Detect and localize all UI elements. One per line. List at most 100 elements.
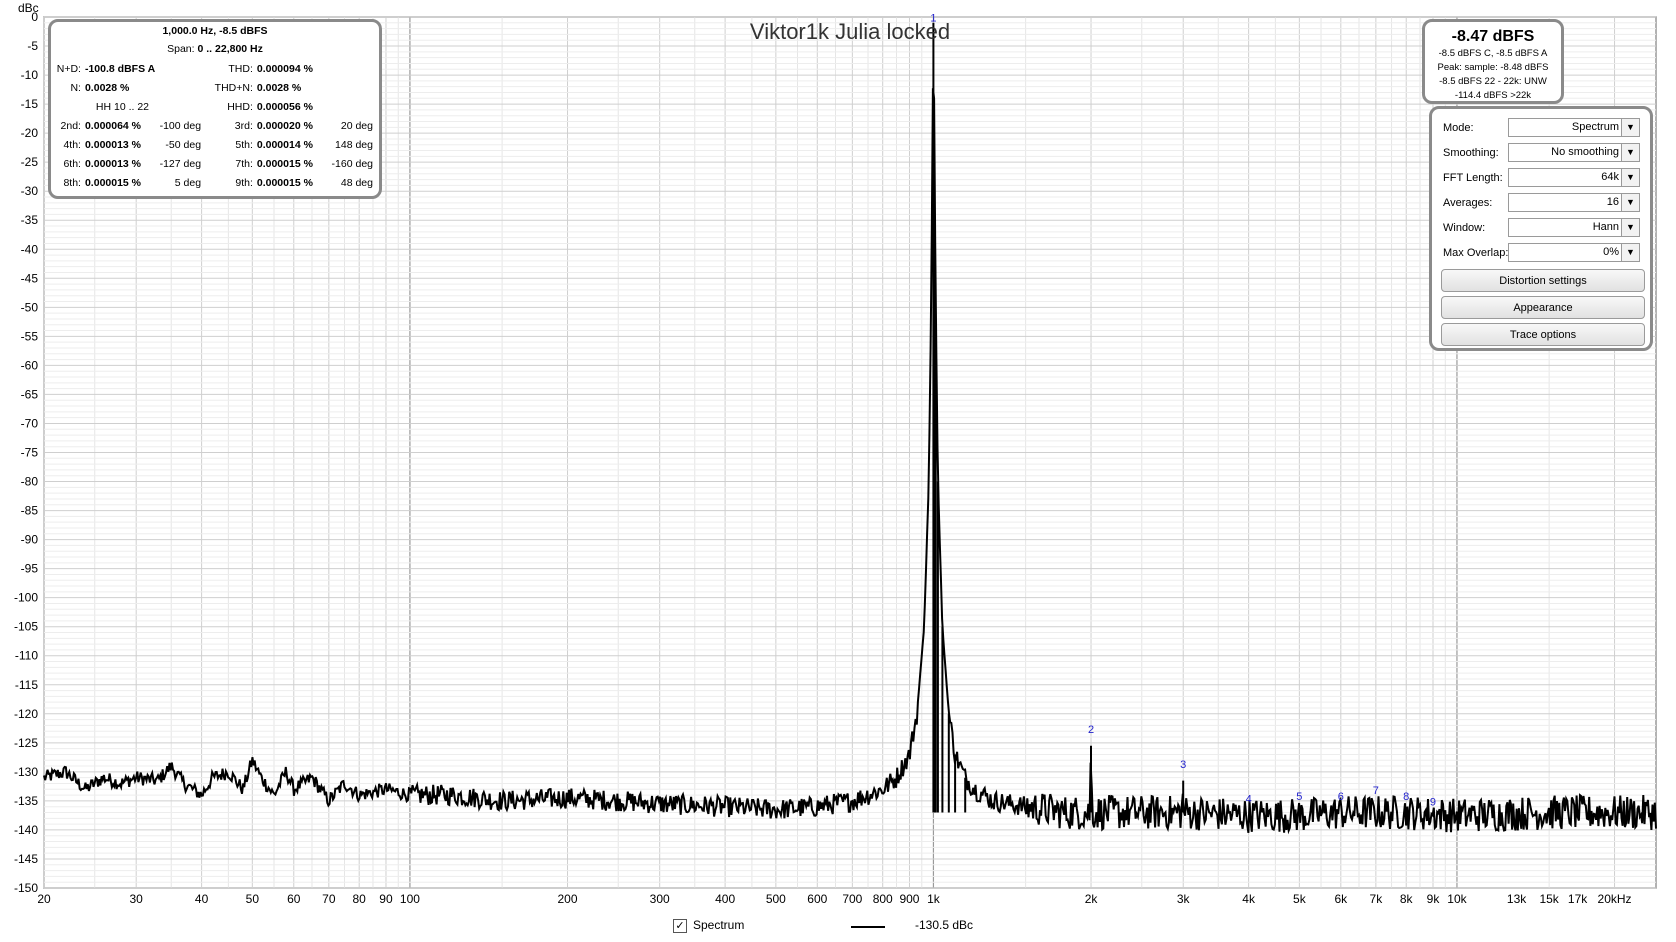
x-tick-label: 70 (322, 892, 336, 906)
hhd-label: HHD: (227, 100, 253, 113)
harmonic-value: 0.000015 % (256, 176, 313, 189)
harmonic-phase: -160 deg (331, 157, 373, 170)
x-tick-label: 9k (1427, 892, 1441, 906)
x-tick-label: 6k (1334, 892, 1348, 906)
span-readout: Span: 0 .. 22,800 Hz (51, 41, 379, 58)
y-axis-unit-label: dBc (18, 1, 39, 15)
smoothing-select[interactable]: No smoothing ▼ (1508, 143, 1640, 162)
spectrum-trace (43, 22, 1657, 835)
mode-select[interactable]: Spectrum ▼ (1508, 118, 1640, 137)
level-band: -8.5 dBFS 22 - 22k: UNW (1439, 76, 1547, 87)
table-row: 2nd: 0.000064 % -100 deg 3rd: 0.000020 %… (51, 116, 379, 135)
y-tick-label: -130 (14, 765, 38, 779)
harmonic-marker-label: 6 (1338, 791, 1344, 803)
harmonic-label: 2nd: (60, 119, 81, 132)
harmonic-value: 0.000015 % (84, 176, 142, 189)
harmonic-marker-label: 9 (1430, 797, 1436, 809)
hh-range-label: HH 10 .. 22 (95, 100, 150, 113)
chevron-down-icon[interactable]: ▼ (1621, 169, 1639, 186)
y-tick-label: -125 (14, 736, 38, 750)
fundamental-readout: 1,000.0 Hz, -8.5 dBFS (162, 25, 268, 37)
harmonic-phase: -50 deg (165, 138, 202, 151)
harmonic-marker-label: 2 (1088, 724, 1094, 736)
chevron-down-icon[interactable]: ▼ (1621, 194, 1639, 211)
window-label: Window: (1443, 222, 1486, 234)
harmonic-marker-label: 4 (1246, 794, 1252, 806)
x-tick-label: 7k (1370, 892, 1384, 906)
y-axis-ticks: 0 -5 -10 -15 -20 -25 -30 -35 -40 -45 -50 -55 -60 -65 -… (14, 10, 38, 895)
table-row: 4th: 0.000013 % -50 deg 5th: 0.000014 % … (51, 135, 379, 154)
thd-value: 0.000094 % (256, 62, 313, 75)
harmonic-label: 4th: (63, 138, 81, 151)
x-tick-label: 50 (246, 892, 260, 906)
span-value: 0 .. 22,800 Hz (197, 43, 263, 55)
thdn-label: THD+N: (214, 81, 253, 94)
x-tick-label: 60 (287, 892, 301, 906)
averages-label: Averages: (1443, 197, 1493, 209)
n-label: N: (70, 81, 81, 94)
level-main-value: -8.47 dBFS (1451, 28, 1535, 45)
max-overlap-label: Max Overlap: (1443, 247, 1509, 259)
harmonic-phase: 48 deg (340, 176, 373, 189)
harmonic-marker-label: 7 (1373, 785, 1379, 797)
y-tick-label: -150 (14, 881, 38, 895)
window-select[interactable]: Hann ▼ (1508, 218, 1640, 237)
x-tick-label: 80 (353, 892, 367, 906)
chevron-down-icon[interactable]: ▼ (1621, 119, 1639, 136)
max-overlap-value: 0% (1603, 246, 1619, 258)
harmonic-marker-label: 5 (1296, 791, 1302, 803)
y-tick-label: -5 (27, 39, 38, 53)
harmonic-markers: 1 2 3 4 5 6 7 8 9 (930, 13, 1436, 809)
y-tick-label: -80 (21, 475, 39, 489)
table-row: 6th: 0.000013 % -127 deg 7th: 0.000015 %… (51, 154, 379, 173)
x-tick-label: 5k (1293, 892, 1307, 906)
harmonic-marker-label: 3 (1180, 759, 1186, 771)
appearance-button[interactable]: Appearance (1441, 296, 1645, 319)
chevron-down-icon[interactable]: ▼ (1621, 219, 1639, 236)
legend-series-label: Spectrum (693, 918, 745, 932)
level-peak: Peak: sample: -8.48 dBFS (1437, 62, 1549, 73)
hhd-value: 0.000056 % (256, 100, 313, 113)
y-tick-label: -90 (21, 533, 39, 547)
max-overlap-select[interactable]: 0% ▼ (1508, 243, 1640, 262)
x-tick-label: 90 (379, 892, 393, 906)
spectrum-checkbox[interactable]: ✓ (673, 919, 687, 933)
table-row: N: 0.0028 % THD+N: 0.0028 % (51, 78, 379, 97)
y-tick-label: -85 (21, 504, 39, 518)
trace-options-button[interactable]: Trace options (1441, 323, 1645, 346)
y-tick-label: -140 (14, 823, 38, 837)
x-tick-label: 700 (842, 892, 862, 906)
chevron-down-icon[interactable]: ▼ (1621, 144, 1639, 161)
harmonic-label: 5th: (235, 138, 253, 151)
window-row: Window: Hann ▼ (1441, 217, 1641, 242)
harmonic-phase: 148 deg (335, 138, 373, 151)
x-tick-label: 10k (1447, 892, 1467, 906)
mode-value: Spectrum (1571, 121, 1619, 133)
analyzer-controls-panel: Mode: Spectrum ▼ Smoothing: No smoothing ▼… (1429, 106, 1653, 351)
fft-length-row: FFT Length: 64k ▼ (1441, 167, 1641, 192)
mode-row: Mode: Spectrum ▼ (1441, 117, 1641, 142)
y-tick-label: -75 (21, 446, 39, 460)
smoothing-value: No smoothing (1551, 146, 1619, 158)
harmonic-label: 8th: (63, 176, 81, 189)
fft-length-select[interactable]: 64k ▼ (1508, 168, 1640, 187)
x-tick-label: 15k (1539, 892, 1559, 906)
harmonic-marker-label: 8 (1403, 791, 1409, 803)
averages-select[interactable]: 16 ▼ (1508, 193, 1640, 212)
chevron-down-icon[interactable]: ▼ (1621, 244, 1639, 261)
y-tick-label: -120 (14, 707, 38, 721)
y-tick-label: -55 (21, 329, 39, 343)
x-tick-label: 200 (558, 892, 578, 906)
y-tick-label: -45 (21, 271, 39, 285)
y-tick-label: -35 (21, 213, 39, 227)
y-tick-label: -110 (15, 649, 38, 663)
harmonic-phase: -100 deg (159, 119, 202, 132)
x-tick-label: 3k (1177, 892, 1191, 906)
chart-title: Viktor1k Julia locked (749, 19, 951, 44)
x-tick-label: 800 (873, 892, 893, 906)
span-label: Span: (167, 43, 195, 55)
table-row: HH 10 .. 22 HHD: 0.000056 % (51, 97, 379, 116)
distortion-settings-button[interactable]: Distortion settings (1441, 269, 1645, 292)
y-tick-label: -60 (21, 358, 39, 372)
